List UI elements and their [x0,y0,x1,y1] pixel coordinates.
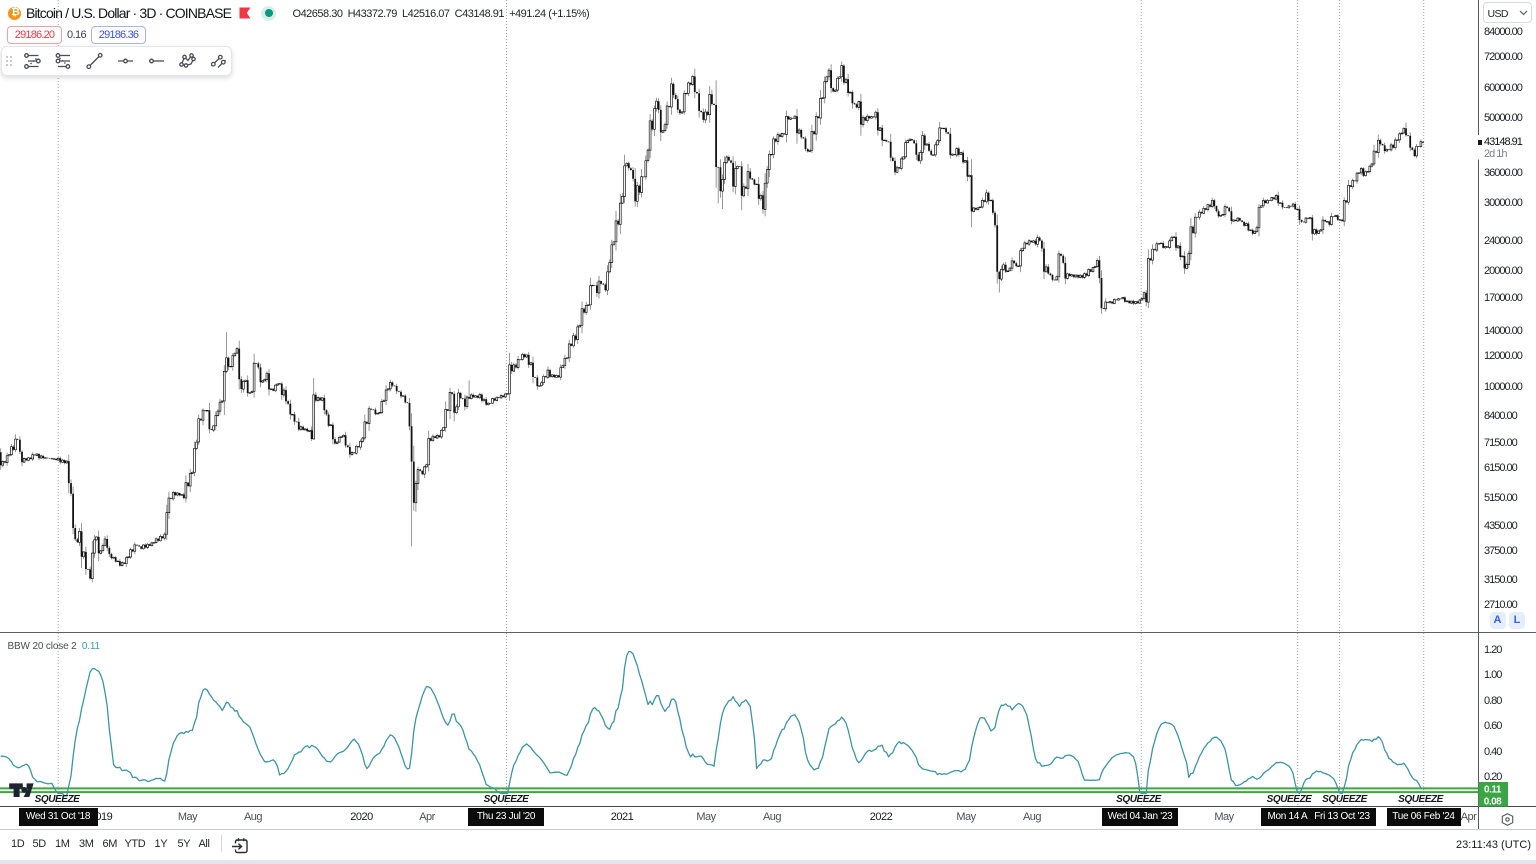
svg-text:0.11: 0.11 [1484,784,1502,795]
svg-text:0.08: 0.08 [1484,796,1502,807]
